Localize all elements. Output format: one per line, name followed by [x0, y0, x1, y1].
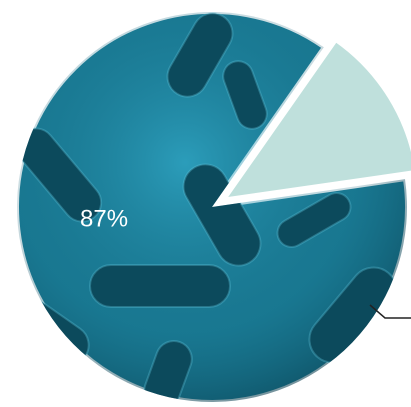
- slice-label: 87%: [80, 205, 128, 232]
- leader-line: [369, 304, 411, 319]
- pie-slice: [219, 37, 411, 203]
